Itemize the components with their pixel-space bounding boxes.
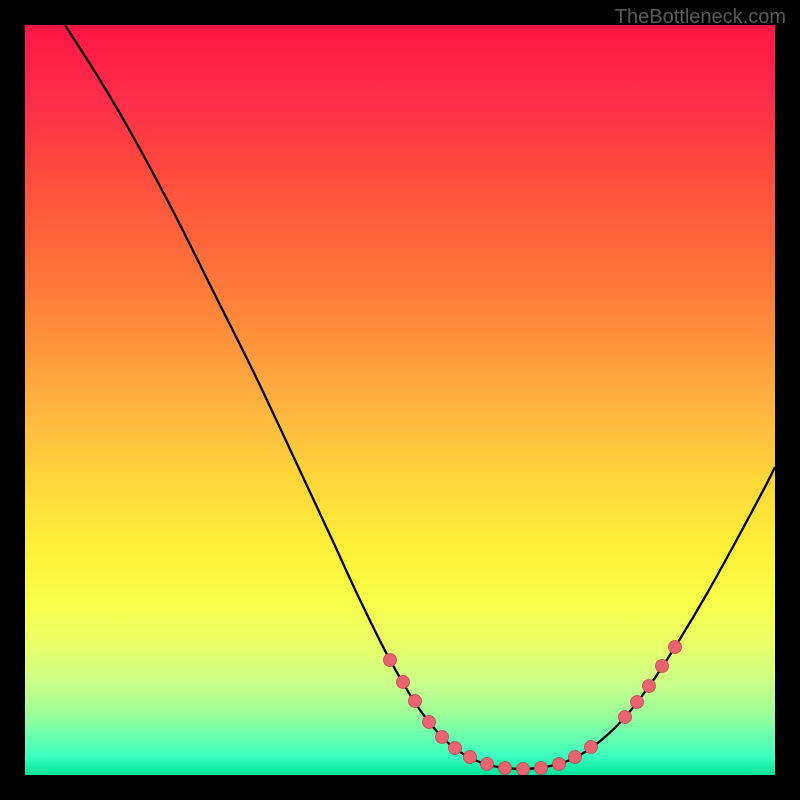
plot-area: [25, 25, 775, 775]
marker-point: [464, 751, 477, 764]
marker-group: [384, 641, 682, 776]
marker-point: [585, 741, 598, 754]
marker-point: [553, 758, 566, 771]
marker-point: [669, 641, 682, 654]
marker-point: [499, 762, 512, 775]
marker-point: [619, 711, 632, 724]
marker-point: [409, 695, 422, 708]
marker-point: [423, 716, 436, 729]
marker-point: [436, 731, 449, 744]
marker-point: [535, 762, 548, 775]
bottleneck-chart: TheBottleneck.com: [0, 0, 800, 800]
marker-point: [481, 758, 494, 771]
marker-point: [569, 751, 582, 764]
marker-point: [631, 696, 644, 709]
curve-layer: [25, 25, 775, 775]
marker-point: [643, 680, 656, 693]
marker-point: [384, 654, 397, 667]
marker-point: [449, 742, 462, 755]
attribution-label: TheBottleneck.com: [615, 6, 786, 29]
marker-point: [656, 660, 669, 673]
marker-point: [517, 763, 530, 776]
bottleneck-curve: [65, 25, 775, 769]
marker-point: [397, 676, 410, 689]
